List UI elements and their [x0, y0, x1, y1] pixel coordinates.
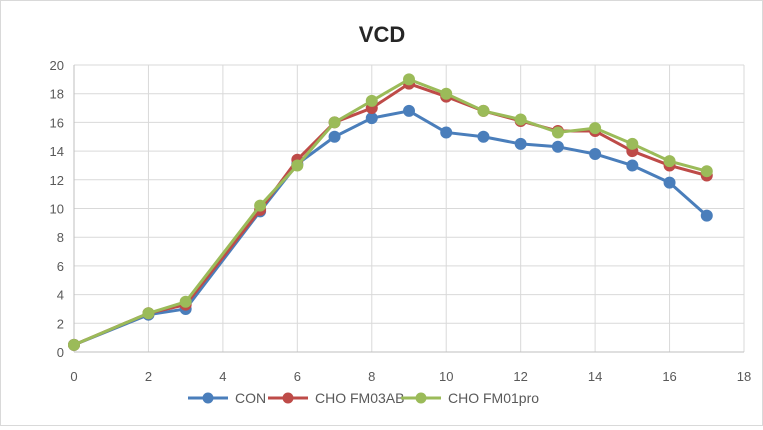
- data-point: [254, 199, 267, 212]
- x-tick-label: 6: [294, 369, 301, 384]
- legend: CON CHO FM03AB CHO FM01pro: [188, 390, 539, 406]
- data-point: [440, 126, 453, 139]
- data-point: [626, 159, 639, 172]
- data-point: [514, 113, 527, 126]
- y-tick-label: 12: [50, 173, 64, 188]
- y-tick-label: 14: [50, 144, 64, 159]
- data-point: [589, 122, 602, 135]
- x-tick-label: 16: [662, 369, 676, 384]
- data-point: [477, 130, 490, 143]
- data-point: [365, 94, 378, 107]
- x-tick-label: 4: [219, 369, 226, 384]
- y-tick-label: 16: [50, 115, 64, 130]
- y-tick-label: 18: [50, 87, 64, 102]
- data-point: [514, 137, 527, 150]
- x-tick-label: 10: [439, 369, 453, 384]
- legend-label: CON: [235, 390, 266, 406]
- y-tick-label: 20: [50, 58, 64, 73]
- data-point: [663, 176, 676, 189]
- series-line: [72, 109, 709, 347]
- x-tick-label: 0: [70, 369, 77, 384]
- data-point: [551, 140, 564, 153]
- data-point: [440, 87, 453, 100]
- gridlines: [74, 64, 745, 352]
- data-point: [700, 165, 713, 178]
- data-point: [477, 104, 490, 117]
- data-point: [551, 126, 564, 139]
- series-lines: [68, 73, 713, 351]
- legend-item: CHO FM03AB: [268, 390, 404, 406]
- data-point: [589, 147, 602, 160]
- legend-marker: [282, 392, 294, 404]
- data-point: [700, 209, 713, 222]
- y-tick-label: 8: [57, 230, 64, 245]
- data-point: [663, 155, 676, 168]
- legend-label: CHO FM03AB: [315, 390, 404, 406]
- legend-item: CON: [188, 390, 266, 406]
- y-tick-label: 2: [57, 316, 64, 331]
- axes: 0 2 4 6 8 10 12 14 16 18 20 0 2 4 6 8 10 12 14 16 18: [50, 58, 752, 384]
- x-tick-label: 14: [588, 369, 602, 384]
- data-point: [328, 130, 341, 143]
- y-tick-label: 10: [50, 202, 64, 217]
- x-tick-label: 12: [513, 369, 527, 384]
- legend-item: CHO FM01pro: [401, 390, 539, 406]
- x-tick-label: 2: [145, 369, 152, 384]
- data-point: [626, 137, 639, 150]
- data-point: [403, 73, 415, 86]
- y-tick-label: 4: [57, 288, 64, 303]
- x-tick-label: 18: [737, 369, 751, 384]
- data-point: [328, 116, 341, 129]
- x-tick-label: 8: [368, 369, 375, 384]
- data-point: [179, 295, 192, 308]
- legend-marker: [202, 392, 214, 404]
- legend-label: CHO FM01pro: [448, 390, 539, 406]
- y-tick-label: 0: [57, 345, 64, 360]
- series-2: [68, 73, 713, 351]
- data-point: [291, 159, 304, 172]
- chart-title: VCD: [359, 22, 405, 47]
- data-point: [142, 307, 155, 320]
- data-point: [403, 104, 415, 117]
- data-point: [365, 112, 378, 125]
- series-line: [72, 82, 709, 347]
- y-tick-label: 6: [57, 259, 64, 274]
- series-line: [72, 77, 709, 347]
- data-point: [68, 338, 80, 351]
- legend-marker: [415, 392, 427, 404]
